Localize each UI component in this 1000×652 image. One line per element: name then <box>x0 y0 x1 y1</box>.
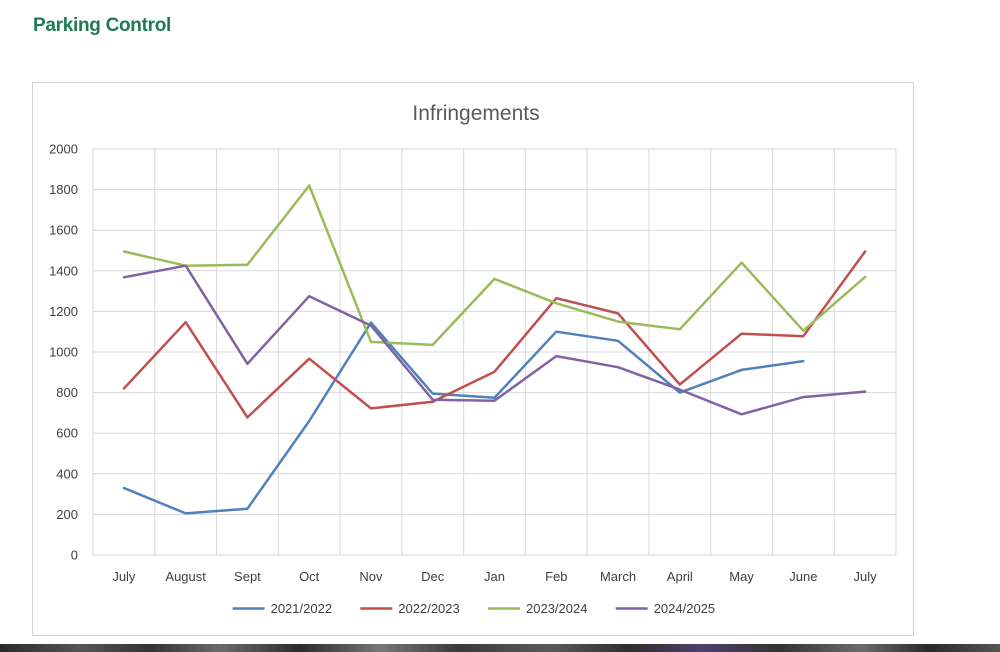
legend: 2021/2022 2022/2023 2023/2024 2024/2025 <box>232 601 715 616</box>
y-tick-label: 800 <box>56 385 78 400</box>
y-tick-label: 0 <box>71 548 78 563</box>
chart-container: Infringements 0 200 400 600 800 1000 1200 1400 1… <box>32 82 914 636</box>
x-tick-label: March <box>600 569 636 584</box>
y-tick-label: 1000 <box>49 345 78 360</box>
x-tick-label: June <box>789 569 817 584</box>
y-tick-label: 200 <box>56 507 78 522</box>
x-tick-label: July <box>854 569 878 584</box>
y-tick-label: 1600 <box>49 223 78 238</box>
background-strip <box>0 644 1000 652</box>
y-tick-label: 600 <box>56 426 78 441</box>
legend-label: 2024/2025 <box>654 601 715 616</box>
axes: 0 200 400 600 800 1000 1200 1400 1600 1800 2000 Jul… <box>49 142 877 585</box>
x-tick-label: Oct <box>299 569 320 584</box>
x-tick-label: July <box>112 569 136 584</box>
y-tick-label: 1800 <box>49 182 78 197</box>
series-line-2022-2023 <box>122 250 867 419</box>
x-tick-label: Feb <box>545 569 567 584</box>
y-tick-label: 1400 <box>49 263 78 278</box>
line-chart: Infringements 0 200 400 600 800 1000 1200 1400 1… <box>49 102 897 616</box>
y-tick-label: 1200 <box>49 304 78 319</box>
x-tick-label: Sept <box>234 569 261 584</box>
page-title: Parking Control <box>33 15 172 36</box>
series-line-2021-2022 <box>122 321 805 515</box>
y-tick-label: 400 <box>56 466 78 481</box>
x-tick-label: August <box>165 569 206 584</box>
y-tick-label: 2000 <box>49 142 78 157</box>
chart-title: Infringements <box>412 102 539 125</box>
x-tick-label: Nov <box>359 569 383 584</box>
legend-label: 2022/2023 <box>398 601 459 616</box>
x-tick-label: Jan <box>484 569 505 584</box>
series-line-2023-2024 <box>122 184 867 347</box>
legend-label: 2021/2022 <box>271 601 332 616</box>
series-lines <box>122 184 867 515</box>
x-tick-label: April <box>667 569 693 584</box>
grid <box>92 148 897 556</box>
series-line-2024-2025 <box>122 264 867 416</box>
x-tick-label: May <box>729 569 754 584</box>
legend-label: 2023/2024 <box>526 601 587 616</box>
x-tick-label: Dec <box>421 569 445 584</box>
